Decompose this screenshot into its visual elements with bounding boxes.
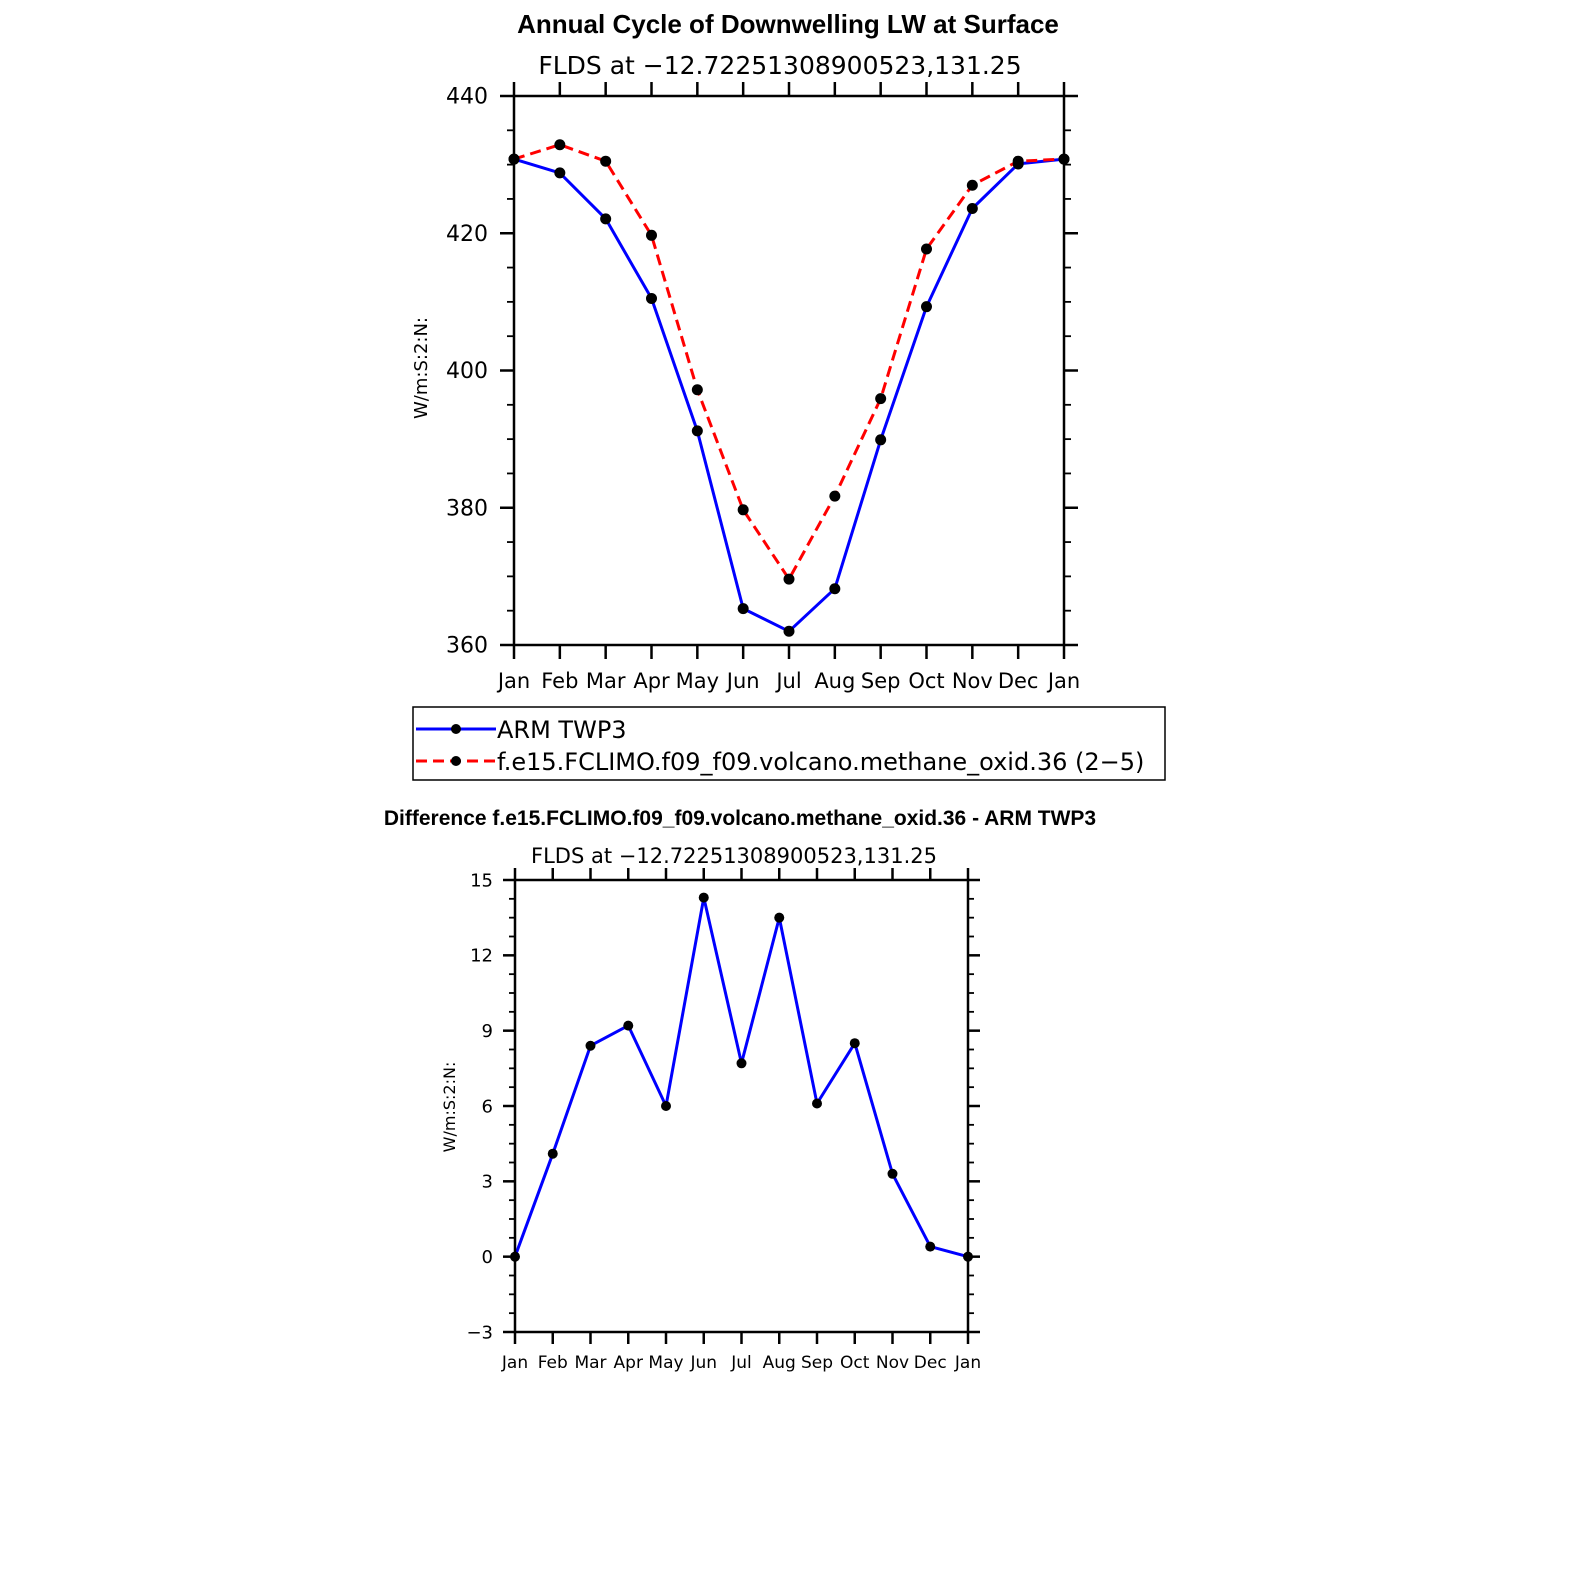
chart-subtitle: FLDS at −12.72251308900523,131.25 xyxy=(538,51,1021,80)
y-tick-label: 380 xyxy=(446,496,488,521)
data-point xyxy=(875,434,887,446)
legend-label-arm: ARM TWP3 xyxy=(497,716,627,744)
x-tick-label: Dec xyxy=(914,1353,947,1373)
series-line xyxy=(513,896,969,1259)
x-tick-label: Jan xyxy=(1046,669,1080,693)
y-tick-label: 420 xyxy=(446,222,488,247)
data-point xyxy=(812,1098,822,1109)
x-tick-label: Feb xyxy=(538,1353,568,1373)
plot-area: 360 380 400 420 440 Jan Feb Mar Apr May Jun Jul Aug S… xyxy=(446,82,1080,693)
data-point xyxy=(829,490,841,502)
legend-label-model: f.e15.FCLIMO.f09_f09.volcano.methane_oxi… xyxy=(497,748,1144,776)
data-point xyxy=(646,229,657,241)
y-tick-label: 0 xyxy=(482,1247,493,1268)
data-point xyxy=(966,179,978,191)
data-point xyxy=(737,603,749,615)
x-tick-label: Mar xyxy=(574,1353,606,1373)
data-point xyxy=(783,625,795,637)
y-tick-label: 400 xyxy=(446,359,488,384)
y-tick-label: 12 xyxy=(470,946,493,967)
difference-chart: Difference f.e15.FCLIMO.f09_f09.volcano.… xyxy=(384,807,1096,1373)
data-point xyxy=(921,243,932,255)
y-tick-label: 9 xyxy=(482,1021,493,1042)
data-point xyxy=(736,1058,747,1069)
chart-subtitle: FLDS at −12.72251308900523,131.25 xyxy=(531,844,937,868)
data-point xyxy=(554,167,566,179)
x-tick-label: Dec xyxy=(998,669,1039,693)
y-tick-label: 440 xyxy=(446,85,488,110)
x-tick-label: Nov xyxy=(876,1353,909,1373)
x-tick-label: Sep xyxy=(801,1353,833,1373)
legend: ARM TWP3 f.e15.FCLIMO.f09_f09.volcano.me… xyxy=(412,706,1166,781)
y-tick-label: 3 xyxy=(482,1172,493,1193)
data-point xyxy=(661,1101,671,1111)
data-point xyxy=(554,139,566,151)
chart-title: Difference f.e15.FCLIMO.f09_f09.volcano.… xyxy=(384,807,1096,830)
data-point xyxy=(698,892,709,903)
data-point xyxy=(691,425,703,437)
x-tick-label: Apr xyxy=(633,669,670,693)
x-tick-label: Jun xyxy=(689,1353,717,1373)
legend-marker-arm xyxy=(451,724,461,734)
data-point xyxy=(849,1038,860,1049)
data-point xyxy=(691,384,703,396)
x-tick-label: Aug xyxy=(763,1353,796,1373)
x-tick-label: May xyxy=(676,669,719,693)
legend-marker-model xyxy=(451,756,461,766)
plot-frame xyxy=(513,878,970,1334)
data-point xyxy=(623,1020,634,1031)
y-axis-label: W/m:S:2:N: xyxy=(440,1062,459,1153)
series-line xyxy=(513,157,1065,633)
x-tick-label: Jan xyxy=(501,1353,528,1373)
y-tick-label: 360 xyxy=(446,634,488,659)
data-point xyxy=(774,912,785,923)
x-tick-label: Jun xyxy=(725,669,760,693)
data-point xyxy=(829,583,841,595)
data-point xyxy=(887,1168,898,1179)
data-point xyxy=(875,393,887,405)
plot-area: −3 0 3 6 9 12 15 Jan Feb Mar Apr May Jun Jul Aug Sep Oct… xyxy=(466,868,981,1373)
x-tick-label: Jan xyxy=(496,669,530,693)
data-point xyxy=(646,292,657,304)
y-tick-label: −3 xyxy=(466,1322,493,1343)
data-point xyxy=(737,504,749,516)
x-tick-label: May xyxy=(648,1353,683,1373)
x-tick-label: Aug xyxy=(814,669,855,693)
x-tick-label: Jan xyxy=(954,1353,981,1373)
x-tick-label: Sep xyxy=(861,669,901,693)
x-tick-label: Oct xyxy=(840,1353,870,1373)
data-point xyxy=(1012,155,1024,167)
chart-title: Annual Cycle of Downwelling LW at Surfac… xyxy=(517,9,1059,39)
x-tick-label: Apr xyxy=(614,1353,643,1373)
plot-frame xyxy=(512,94,1066,647)
x-tick-label: Feb xyxy=(541,669,578,693)
data-point xyxy=(585,1040,596,1051)
x-tick-label: Nov xyxy=(952,669,993,693)
data-point xyxy=(600,213,612,225)
y-tick-label: 6 xyxy=(482,1096,493,1117)
x-tick-label: Jul xyxy=(774,669,801,693)
data-point xyxy=(600,155,612,167)
legend-box xyxy=(412,706,1166,781)
y-tick-label: 15 xyxy=(470,870,493,891)
data-point xyxy=(921,301,932,313)
data-point xyxy=(966,203,978,215)
y-axis-label: W/m:S:2:N: xyxy=(411,317,432,419)
x-tick-label: Jul xyxy=(730,1353,752,1373)
data-point xyxy=(547,1148,558,1159)
annual-cycle-chart: Annual Cycle of Downwelling LW at Surfac… xyxy=(411,9,1166,781)
data-point xyxy=(783,573,795,585)
x-tick-label: Oct xyxy=(908,669,944,693)
data-point xyxy=(925,1241,936,1252)
x-tick-label: Mar xyxy=(586,669,626,693)
